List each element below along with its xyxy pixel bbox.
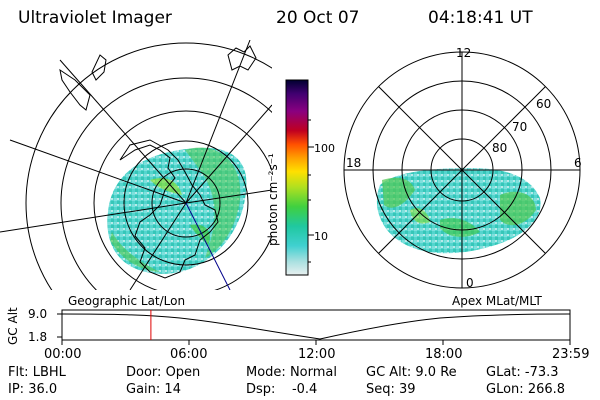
apex-caption: Apex MLat/MLT: [452, 294, 542, 308]
altitude-curve: [61, 313, 571, 340]
mlat-label-60: 60: [536, 97, 552, 111]
coastline: [59, 68, 219, 279]
colorbar: [285, 79, 314, 276]
dsp-field: Dsp: -0.4: [246, 382, 318, 397]
ip-field: IP: 36.0: [8, 382, 58, 397]
mlt-label-18: 18: [346, 156, 362, 170]
mlt-label-6: 6: [574, 156, 582, 170]
geographic-caption: Geographic Lat/Lon: [68, 294, 186, 308]
time-tick-0000: 00:00: [44, 347, 82, 362]
mlt-label-0: 0: [466, 276, 474, 290]
mlt-label-12: 12: [456, 46, 472, 60]
colorbar-tick-100: 100: [314, 142, 335, 155]
seq-field: Seq: 39: [366, 382, 416, 397]
colorbar-tick-10: 10: [314, 230, 328, 243]
time-tick-1800: 18:00: [425, 347, 463, 362]
glat-field: GLat: -73.3: [486, 365, 559, 380]
altitude-ylabel: GC Alt: [6, 307, 20, 345]
aurora-oval-apex: [376, 168, 541, 254]
time-label: 04:18:41 UT: [428, 8, 533, 28]
gc-alt-field: GC Alt: 9.0 Re: [366, 365, 457, 380]
time-tick-2359: 23:59: [552, 347, 590, 362]
mlat-label-70: 70: [512, 120, 528, 134]
mlat-label-80: 80: [492, 141, 508, 155]
apex-map: [343, 51, 581, 289]
app-title: Ultraviolet Imager: [18, 8, 172, 28]
altitude-ytick-high: 9.0: [28, 307, 48, 321]
mode-field: Mode: Normal: [246, 365, 337, 380]
time-tick-1200: 12:00: [298, 347, 336, 362]
altitude-ytick-low: 1.8: [28, 330, 48, 344]
glon-field: GLon: 266.8: [486, 382, 566, 397]
altitude-plot: [57, 309, 571, 345]
door-field: Door: Open: [126, 365, 201, 380]
gain-field: Gain: 14: [126, 382, 181, 397]
date-label: 20 Oct 07: [276, 8, 360, 28]
colorbar-label: photon cm⁻²s⁻¹: [266, 153, 280, 246]
filter-field: Flt: LBHL: [8, 365, 66, 380]
time-tick-0600: 06:00: [170, 347, 208, 362]
geographic-map: [0, 40, 272, 290]
